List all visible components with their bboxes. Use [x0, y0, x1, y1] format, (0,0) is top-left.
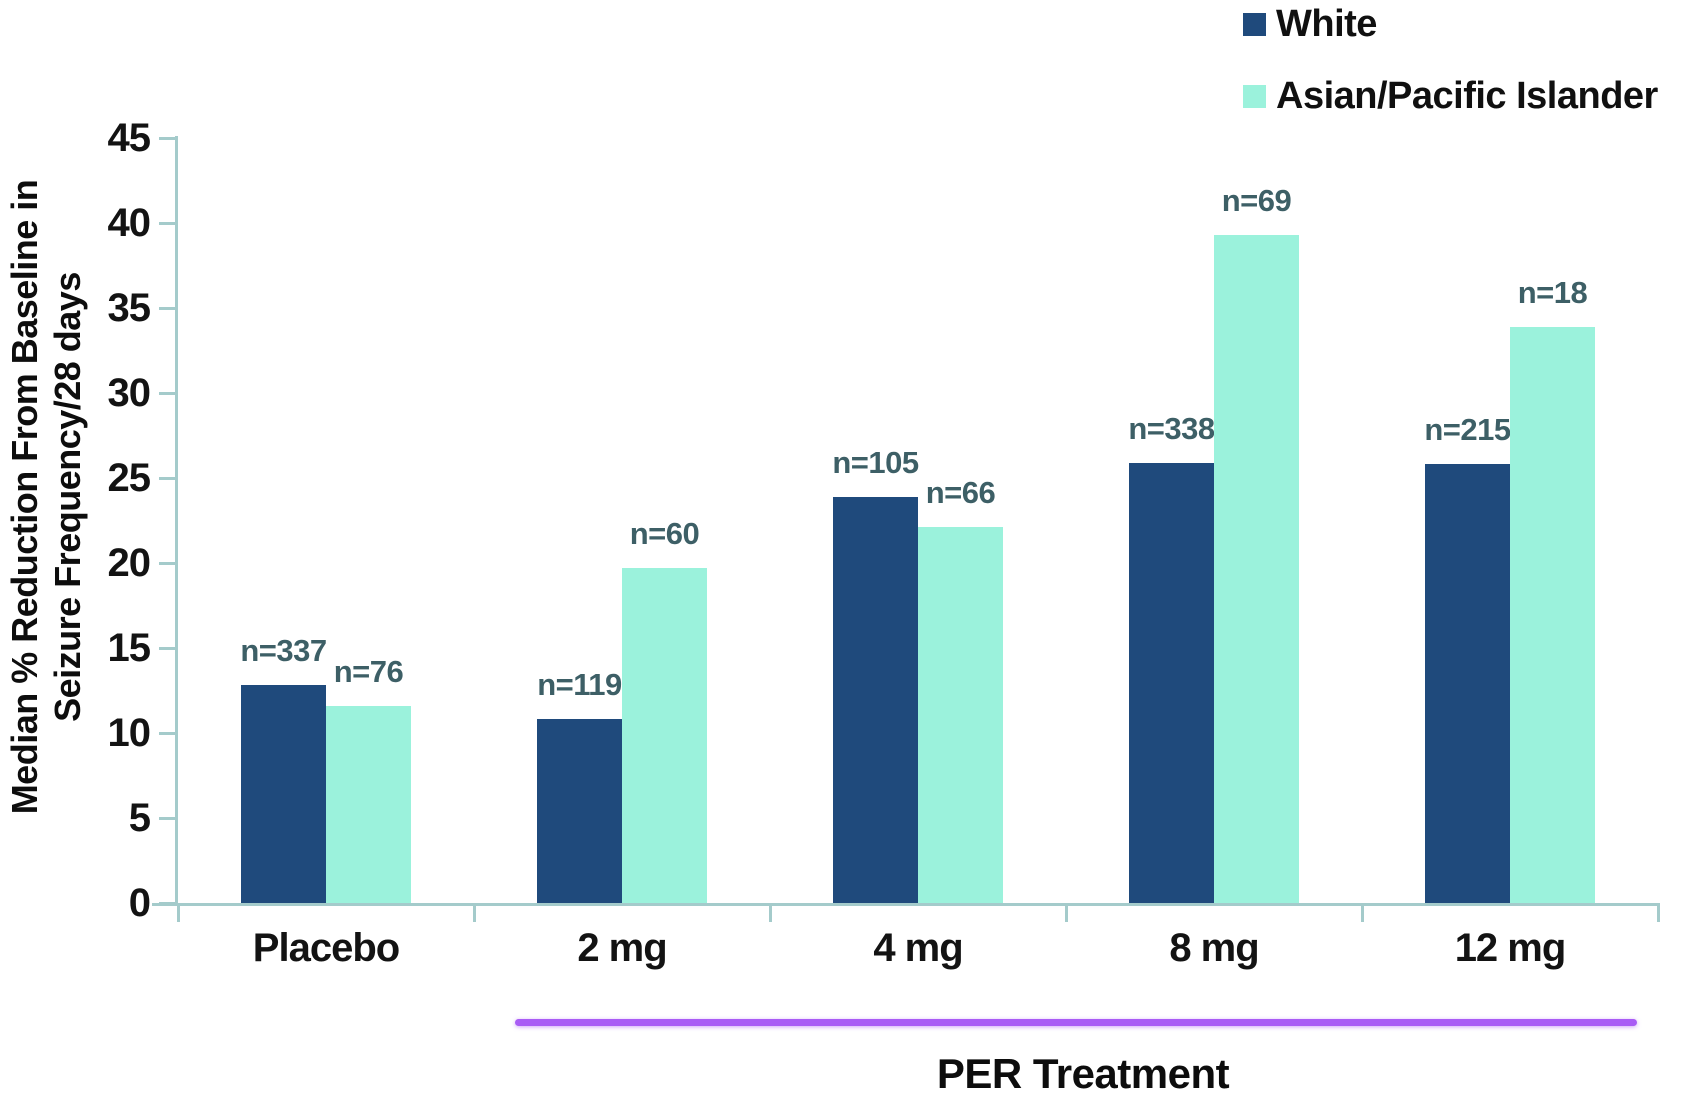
x-tick — [768, 903, 772, 922]
y-tick-label: 5 — [128, 796, 151, 840]
legend-label-asian-pacific-islander: Asian/Pacific Islander — [1276, 74, 1658, 117]
y-tick-label: 20 — [107, 541, 152, 585]
bar-asian-2-mg — [622, 568, 707, 903]
x-axis-line — [152, 903, 1658, 906]
x-category-label: Placebo — [252, 926, 400, 970]
n-label: n=76 — [333, 653, 404, 689]
y-tick-label: 15 — [107, 626, 152, 670]
n-label: n=215 — [1424, 412, 1511, 448]
bar-white-placebo — [241, 685, 326, 903]
y-tick — [159, 901, 175, 905]
bar-white-12-mg — [1425, 464, 1510, 903]
y-tick-label: 10 — [107, 711, 152, 755]
y-tick-label: 25 — [107, 456, 152, 500]
n-label: n=60 — [629, 516, 700, 552]
x-tick — [1360, 903, 1364, 922]
x-tick — [472, 903, 476, 922]
y-tick — [159, 476, 175, 480]
y-tick — [159, 221, 175, 225]
n-label: n=69 — [1221, 182, 1292, 218]
x-axis-title: PER Treatment — [936, 1050, 1230, 1097]
n-label: n=338 — [1128, 410, 1215, 446]
y-tick — [159, 306, 175, 310]
y-tick-label: 40 — [107, 201, 152, 245]
bar-asian-placebo — [326, 705, 411, 903]
legend-item-white: White — [1243, 2, 1377, 46]
x-tick — [1656, 903, 1660, 922]
y-tick — [159, 391, 175, 395]
bar-asian-12-mg — [1510, 326, 1595, 903]
n-label: n=18 — [1517, 274, 1588, 310]
x-category-label: 12 mg — [1454, 926, 1567, 970]
y-axis-line — [175, 136, 178, 906]
legend-item-asian-pacific-islander: Asian/Pacific Islander — [1243, 74, 1658, 118]
x-tick — [1064, 903, 1068, 922]
y-tick — [159, 646, 175, 650]
x-category-label: 2 mg — [577, 926, 667, 970]
y-tick — [159, 136, 175, 140]
bar-white-8-mg — [1129, 462, 1214, 903]
x-tick — [176, 903, 180, 922]
n-label: n=119 — [537, 667, 622, 703]
y-tick-label: 0 — [128, 881, 151, 925]
y-tick — [159, 561, 175, 565]
n-label: n=105 — [832, 444, 919, 480]
y-tick — [159, 731, 175, 735]
legend-swatch-white — [1243, 12, 1266, 36]
n-label: n=337 — [240, 633, 327, 669]
bar-white-4-mg — [833, 496, 918, 903]
y-tick — [159, 816, 175, 820]
legend-swatch-asian-pacific-islander — [1243, 84, 1266, 108]
y-tick-label: 45 — [107, 116, 152, 160]
x-category-label: 4 mg — [873, 926, 963, 970]
bar-white-2-mg — [537, 719, 622, 903]
n-label: n=66 — [925, 475, 996, 511]
bar-asian-4-mg — [918, 527, 1003, 903]
bar-asian-8-mg — [1214, 234, 1299, 903]
y-tick-label: 30 — [107, 371, 152, 415]
legend: White Asian/Pacific Islander — [1243, 0, 1682, 140]
y-tick-label: 35 — [107, 286, 152, 330]
per-treatment-underline — [515, 1019, 1637, 1026]
x-category-label: 8 mg — [1169, 926, 1259, 970]
legend-label-white: White — [1276, 2, 1377, 45]
